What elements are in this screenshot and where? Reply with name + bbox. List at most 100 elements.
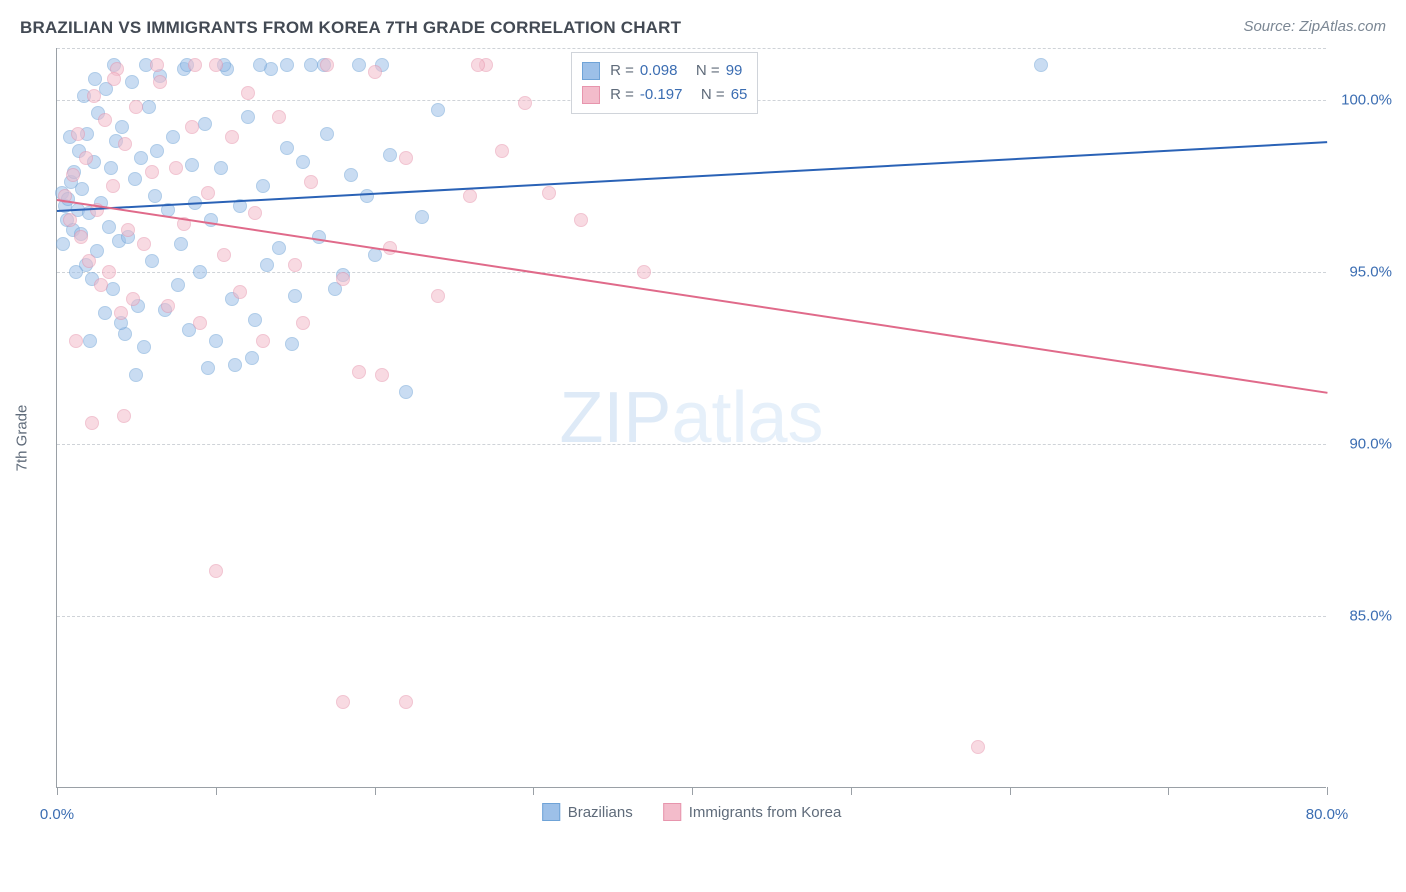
- scatter-point: [383, 148, 397, 162]
- scatter-point: [463, 189, 477, 203]
- scatter-point: [94, 278, 108, 292]
- y-tick-label: 95.0%: [1349, 263, 1392, 280]
- scatter-point: [69, 265, 83, 279]
- scatter-point: [201, 186, 215, 200]
- series-legend: Brazilians Immigrants from Korea: [542, 803, 842, 821]
- scatter-point: [169, 161, 183, 175]
- scatter-point: [518, 96, 532, 110]
- scatter-point: [98, 306, 112, 320]
- scatter-point: [495, 144, 509, 158]
- scatter-point: [320, 58, 334, 72]
- source-attribution: Source: ZipAtlas.com: [1243, 18, 1386, 35]
- x-tick: [1010, 787, 1011, 795]
- scatter-point: [272, 110, 286, 124]
- y-tick-label: 100.0%: [1341, 91, 1392, 108]
- scatter-point: [415, 210, 429, 224]
- scatter-point: [198, 117, 212, 131]
- scatter-point: [102, 220, 116, 234]
- scatter-point: [69, 334, 83, 348]
- gridline: [57, 616, 1326, 617]
- scatter-point: [399, 385, 413, 399]
- gridline: [57, 272, 1326, 273]
- scatter-point: [125, 75, 139, 89]
- scatter-point: [542, 186, 556, 200]
- scatter-point: [193, 316, 207, 330]
- scatter-point: [344, 168, 358, 182]
- scatter-point: [296, 155, 310, 169]
- scatter-point: [185, 120, 199, 134]
- scatter-point: [256, 334, 270, 348]
- scatter-point: [134, 151, 148, 165]
- scatter-point: [971, 740, 985, 754]
- scatter-point: [209, 564, 223, 578]
- scatter-point: [75, 182, 89, 196]
- scatter-point: [225, 130, 239, 144]
- scatter-point: [79, 151, 93, 165]
- x-tick: [851, 787, 852, 795]
- scatter-point: [98, 113, 112, 127]
- scatter-point: [171, 278, 185, 292]
- scatter-point: [126, 292, 140, 306]
- legend-swatch: [582, 62, 600, 80]
- scatter-point: [280, 58, 294, 72]
- scatter-point: [209, 58, 223, 72]
- scatter-point: [288, 289, 302, 303]
- plot-area: ZIPatlas 85.0%90.0%95.0%100.0%0.0%80.0% …: [56, 48, 1326, 788]
- trend-line: [57, 141, 1327, 212]
- stats-legend-row: R = -0.197 N = 65: [582, 83, 747, 107]
- scatter-point: [166, 130, 180, 144]
- x-tick: [1327, 787, 1328, 795]
- scatter-point: [217, 248, 231, 262]
- scatter-point: [66, 168, 80, 182]
- legend-swatch: [542, 803, 560, 821]
- scatter-point: [256, 179, 270, 193]
- stats-legend: R = 0.098 N = 99 R = -0.197 N = 65: [571, 52, 758, 114]
- scatter-point: [383, 241, 397, 255]
- scatter-point: [245, 351, 259, 365]
- scatter-point: [129, 100, 143, 114]
- scatter-point: [241, 86, 255, 100]
- scatter-point: [285, 337, 299, 351]
- legend-swatch: [663, 803, 681, 821]
- scatter-point: [253, 58, 267, 72]
- scatter-point: [288, 258, 302, 272]
- scatter-point: [71, 127, 85, 141]
- scatter-point: [352, 365, 366, 379]
- scatter-point: [375, 368, 389, 382]
- scatter-point: [637, 265, 651, 279]
- scatter-point: [102, 265, 116, 279]
- x-tick: [533, 787, 534, 795]
- scatter-point: [63, 213, 77, 227]
- scatter-point: [145, 165, 159, 179]
- scatter-point: [431, 103, 445, 117]
- scatter-point: [82, 254, 96, 268]
- scatter-point: [1034, 58, 1048, 72]
- scatter-point: [56, 237, 70, 251]
- series-legend-item: Brazilians: [542, 803, 633, 821]
- scatter-point: [115, 120, 129, 134]
- scatter-point: [74, 230, 88, 244]
- scatter-point: [114, 306, 128, 320]
- scatter-point: [137, 340, 151, 354]
- scatter-point: [201, 361, 215, 375]
- scatter-point: [161, 299, 175, 313]
- scatter-point: [233, 285, 247, 299]
- x-tick: [692, 787, 693, 795]
- x-tick-label: 0.0%: [40, 806, 74, 823]
- scatter-point: [145, 254, 159, 268]
- series-legend-item: Immigrants from Korea: [663, 803, 842, 821]
- scatter-point: [574, 213, 588, 227]
- scatter-point: [185, 158, 199, 172]
- scatter-point: [352, 58, 366, 72]
- watermark: ZIPatlas: [559, 377, 823, 459]
- scatter-point: [336, 272, 350, 286]
- scatter-point: [148, 189, 162, 203]
- scatter-point: [431, 289, 445, 303]
- scatter-point: [128, 172, 142, 186]
- scatter-point: [106, 179, 120, 193]
- scatter-point: [87, 89, 101, 103]
- scatter-point: [142, 100, 156, 114]
- scatter-point: [260, 258, 274, 272]
- scatter-point: [117, 409, 131, 423]
- y-tick-label: 85.0%: [1349, 607, 1392, 624]
